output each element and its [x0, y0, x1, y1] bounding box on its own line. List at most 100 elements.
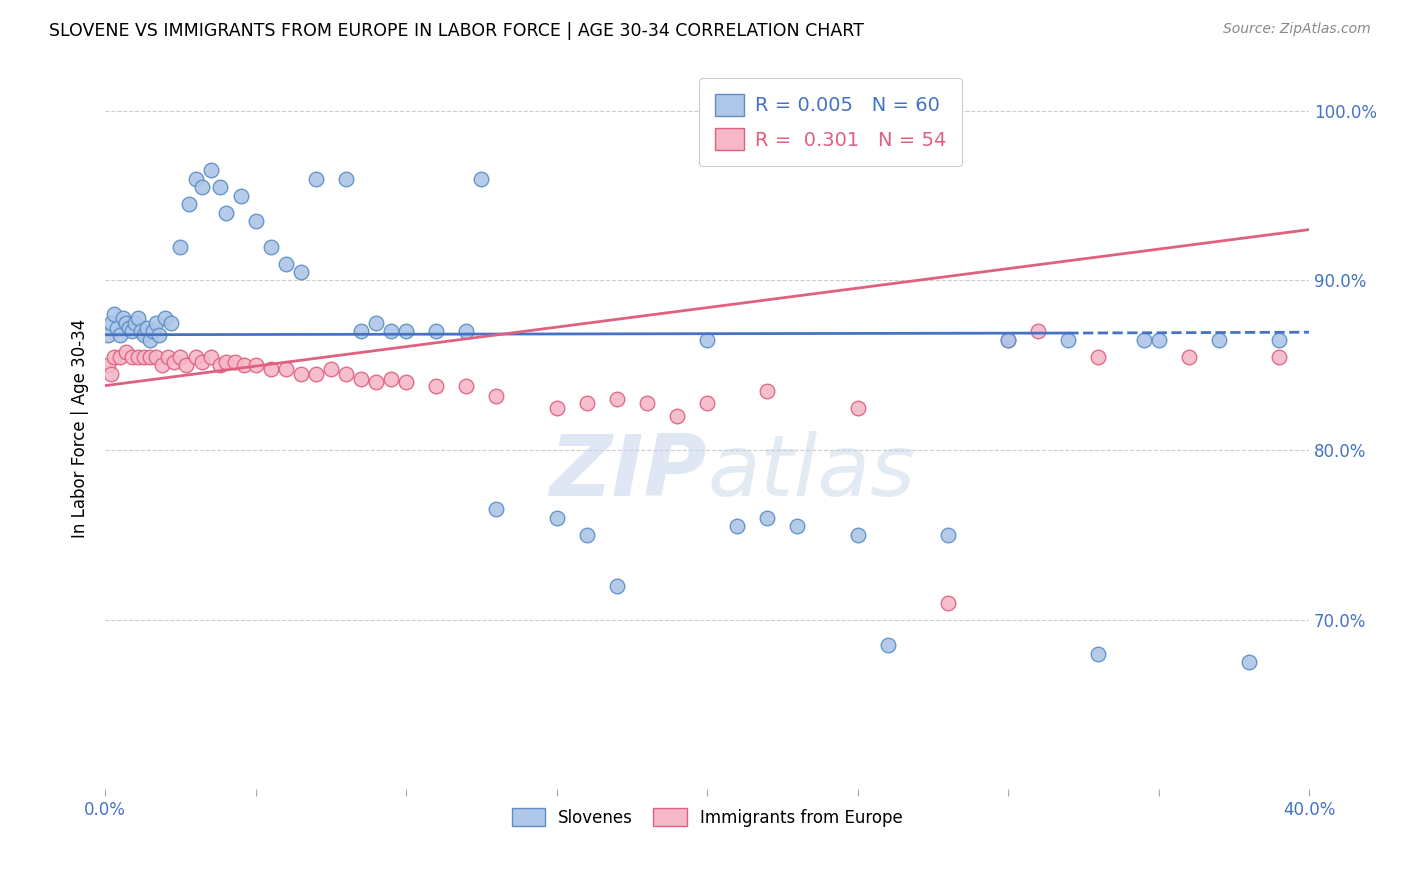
Point: [260, 361, 283, 376]
Point: [756, 511, 779, 525]
Point: [184, 350, 207, 364]
Point: [134, 327, 156, 342]
Point: [160, 316, 183, 330]
Point: [1208, 333, 1230, 347]
Point: [380, 372, 402, 386]
Point: [127, 350, 149, 364]
Text: Source: ZipAtlas.com: Source: ZipAtlas.com: [1223, 22, 1371, 37]
Point: [1268, 350, 1291, 364]
Point: [157, 350, 180, 364]
Legend: Slovenes, Immigrants from Europe: Slovenes, Immigrants from Europe: [503, 800, 911, 835]
Point: [696, 333, 718, 347]
Point: [425, 378, 447, 392]
Point: [200, 163, 222, 178]
Point: [786, 519, 808, 533]
Point: [115, 344, 138, 359]
Point: [190, 180, 212, 194]
Point: [305, 367, 328, 381]
Point: [169, 350, 191, 364]
Point: [350, 372, 373, 386]
Point: [546, 511, 568, 525]
Point: [395, 376, 418, 390]
Point: [1132, 333, 1154, 347]
Point: [1026, 324, 1049, 338]
Point: [184, 171, 207, 186]
Point: [305, 171, 328, 186]
Point: [232, 359, 254, 373]
Point: [112, 310, 135, 325]
Point: [1237, 655, 1260, 669]
Point: [485, 502, 508, 516]
Point: [145, 350, 167, 364]
Point: [260, 239, 283, 253]
Point: [575, 395, 598, 409]
Point: [97, 359, 120, 373]
Point: [364, 376, 387, 390]
Point: [335, 171, 357, 186]
Point: [100, 367, 122, 381]
Point: [127, 310, 149, 325]
Point: [100, 316, 122, 330]
Point: [606, 579, 628, 593]
Point: [124, 316, 146, 330]
Point: [456, 324, 478, 338]
Point: [214, 355, 236, 369]
Point: [208, 180, 231, 194]
Point: [105, 321, 128, 335]
Point: [139, 350, 162, 364]
Point: [936, 596, 959, 610]
Point: [110, 350, 132, 364]
Point: [131, 324, 153, 338]
Point: [290, 367, 312, 381]
Point: [395, 324, 418, 338]
Point: [118, 321, 141, 335]
Point: [575, 528, 598, 542]
Point: [142, 324, 165, 338]
Point: [335, 367, 357, 381]
Point: [176, 359, 198, 373]
Point: [274, 256, 297, 270]
Point: [846, 401, 869, 415]
Point: [155, 310, 177, 325]
Point: [97, 327, 120, 342]
Point: [103, 307, 125, 321]
Point: [229, 188, 252, 202]
Point: [139, 333, 162, 347]
Y-axis label: In Labor Force | Age 30-34: In Labor Force | Age 30-34: [72, 319, 89, 539]
Point: [121, 324, 143, 338]
Point: [169, 239, 191, 253]
Point: [152, 359, 174, 373]
Point: [546, 401, 568, 415]
Point: [179, 197, 201, 211]
Point: [470, 171, 492, 186]
Point: [274, 361, 297, 376]
Point: [319, 361, 342, 376]
Point: [666, 409, 689, 424]
Point: [756, 384, 779, 398]
Point: [145, 316, 167, 330]
Point: [380, 324, 402, 338]
Point: [696, 395, 718, 409]
Point: [997, 333, 1019, 347]
Point: [224, 355, 246, 369]
Point: [364, 316, 387, 330]
Point: [136, 321, 159, 335]
Point: [245, 214, 267, 228]
Point: [134, 350, 156, 364]
Point: [115, 316, 138, 330]
Point: [606, 392, 628, 407]
Point: [1087, 647, 1109, 661]
Point: [456, 378, 478, 392]
Point: [725, 519, 748, 533]
Point: [1177, 350, 1199, 364]
Point: [350, 324, 373, 338]
Point: [997, 333, 1019, 347]
Point: [200, 350, 222, 364]
Point: [148, 327, 170, 342]
Point: [485, 389, 508, 403]
Point: [103, 350, 125, 364]
Text: ZIP: ZIP: [550, 431, 707, 514]
Point: [110, 327, 132, 342]
Point: [1057, 333, 1080, 347]
Point: [876, 638, 898, 652]
